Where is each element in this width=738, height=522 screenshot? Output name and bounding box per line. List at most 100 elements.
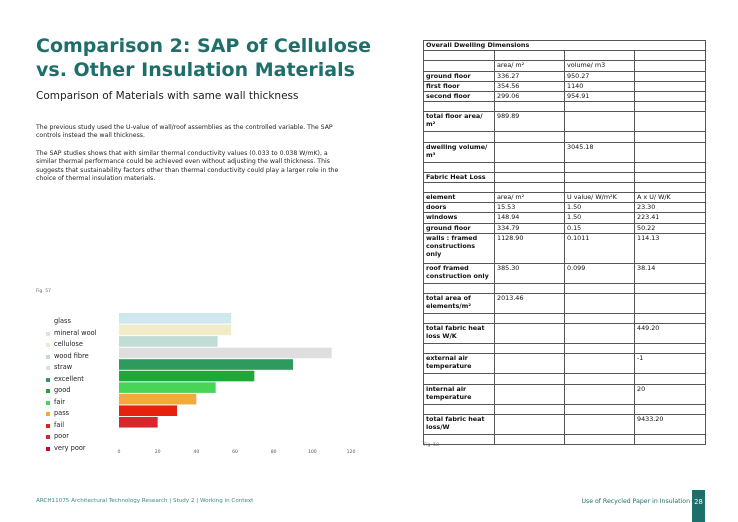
table-cell: U value/ W/m²K — [564, 192, 635, 204]
bar-poor — [119, 416, 158, 428]
table-cell — [564, 50, 635, 62]
table-row: windows 148.94 1.50 223.41 — [423, 212, 706, 224]
table-cell: 354.56 — [494, 80, 565, 92]
table-row — [423, 161, 706, 173]
bar-chart: 0 20 40 60 80 100 120 — [118, 313, 356, 455]
x-tick-label: 60 — [232, 449, 238, 455]
table-cell — [634, 101, 706, 113]
x-tick-label: 40 — [193, 449, 199, 455]
table-row: doors 15.53 1.50 23.30 — [423, 202, 706, 214]
table-row: first floor 354.56 1140 — [423, 80, 706, 92]
table-cell — [634, 312, 706, 325]
table-cell: 0.099 — [564, 262, 635, 284]
table-cell: total floor area/ m² — [423, 111, 495, 133]
table-cell — [494, 413, 565, 435]
table-cell — [494, 101, 565, 113]
table-cell — [564, 161, 635, 173]
table-cell — [564, 131, 635, 143]
table-cell — [634, 181, 706, 194]
table-cell — [564, 171, 635, 183]
table-cell: ground floor — [423, 70, 495, 82]
table-cell: 3045.18 — [564, 141, 635, 163]
legend-swatch — [46, 331, 50, 336]
table-cell: -1 — [634, 353, 706, 375]
table-cell — [423, 131, 495, 143]
x-tick-label: 120 — [347, 449, 356, 455]
table-cell — [423, 403, 495, 415]
bar-straw — [119, 347, 332, 359]
table-row: dwelling volume/ m³ 3045.18 — [423, 141, 706, 163]
table-cell: 989.89 — [494, 111, 565, 133]
table-cell: 1128.90 — [494, 232, 565, 264]
figure-label-58: Fig. 58 — [424, 443, 439, 448]
table-cell: area/ m² — [494, 192, 565, 204]
legend-swatch — [46, 412, 50, 417]
table-cell — [494, 282, 565, 295]
footer-course: ARCH11075 Architectural Technology Resea… — [36, 498, 254, 504]
table-row: total floor area/ m² 989.89 — [423, 111, 706, 133]
table-cell — [634, 343, 706, 355]
table-cell — [634, 70, 706, 82]
table-cell: first floor — [423, 80, 495, 92]
legend-label: cellulose — [54, 340, 83, 349]
legend-label: good — [54, 386, 71, 395]
paragraph-2: The SAP studies shows that with similar … — [36, 150, 339, 183]
table-cell — [564, 282, 635, 295]
legend-label: straw — [54, 363, 73, 372]
legend-item: pass — [46, 408, 96, 420]
table-row — [423, 312, 706, 325]
table-row — [423, 282, 706, 295]
table-cell: dwelling volume/ m³ — [423, 141, 495, 163]
table-cell — [423, 50, 495, 62]
table-row — [423, 403, 706, 415]
table-cell: 148.94 — [494, 212, 565, 224]
table-cell — [494, 373, 565, 385]
table-row: walls : framed constructions only 1128.90… — [423, 232, 706, 264]
legend-swatch — [46, 400, 50, 405]
table-cell — [423, 60, 495, 72]
table-cell — [634, 131, 706, 143]
table-row — [423, 50, 706, 62]
table-cell — [564, 373, 635, 385]
table-cell — [494, 353, 565, 375]
footer-title: Use of Recycled Paper in Insulation — [581, 498, 690, 505]
table-cell: 23.30 — [634, 202, 706, 214]
table-cell: doors — [423, 202, 495, 214]
legend-item: very poor — [46, 443, 96, 455]
table-cell: second floor — [423, 90, 495, 103]
table-cell: roof framed construction only — [423, 262, 495, 284]
table-cell: 50.22 — [634, 222, 706, 234]
legend-item: straw — [46, 362, 96, 374]
table-cell: internal air temperature — [423, 383, 495, 405]
table-cell: 385.30 — [494, 262, 565, 284]
table-row: second floor 299.06 954.91 — [423, 90, 706, 103]
table-row: ground floor 334.79 0.15 50.22 — [423, 222, 706, 234]
legend-label: poor — [54, 432, 69, 441]
legend-label: mineral wool — [54, 328, 97, 337]
legend-swatch — [46, 377, 50, 382]
legend-label: excellent — [54, 374, 84, 383]
table-cell: 0.15 — [564, 222, 635, 234]
legend-item: poor — [46, 431, 96, 443]
table-cell: external air temperature — [423, 353, 495, 375]
bar-good — [119, 370, 255, 382]
table-row: Fabric Heat Loss — [423, 171, 706, 183]
table-cell — [494, 312, 565, 325]
table-cell — [634, 403, 706, 415]
table-cell: volume/ m3 — [564, 60, 635, 72]
table-row — [423, 373, 706, 385]
x-tick-label: 0 — [118, 449, 121, 455]
table-cell — [423, 101, 495, 113]
table-row — [423, 101, 706, 113]
table-cell — [494, 181, 565, 194]
table-cell — [564, 323, 635, 345]
table-row — [423, 131, 706, 143]
table-cell: 223.41 — [634, 212, 706, 224]
legend-item: excellent — [46, 374, 96, 386]
table-cell: 336.27 — [494, 70, 565, 82]
table-cell — [564, 383, 635, 405]
table-row — [423, 181, 706, 194]
table-cell: 20 — [634, 383, 706, 405]
table-cell — [564, 101, 635, 113]
figure-label-57: Fig. 57 — [36, 289, 51, 294]
